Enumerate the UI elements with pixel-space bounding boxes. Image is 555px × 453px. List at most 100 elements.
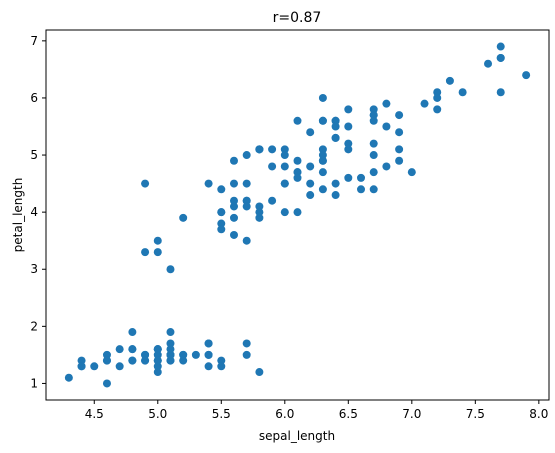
data-point: [191, 350, 200, 359]
data-point: [407, 168, 416, 177]
data-point: [293, 116, 302, 125]
data-point: [242, 202, 251, 211]
data-point: [369, 185, 378, 194]
data-point: [369, 151, 378, 160]
data-point: [382, 162, 391, 171]
data-point: [255, 213, 264, 222]
data-point: [141, 179, 150, 188]
data-point: [217, 185, 226, 194]
data-point: [318, 93, 327, 102]
data-point: [229, 213, 238, 222]
data-point: [102, 356, 111, 365]
data-point: [153, 356, 162, 365]
data-point: [522, 71, 531, 80]
data-point: [331, 122, 340, 131]
x-tick-label: 5.5: [212, 407, 231, 421]
data-point: [280, 145, 289, 154]
y-tick-label: 2: [30, 319, 38, 333]
data-point: [90, 362, 99, 371]
data-point: [369, 116, 378, 125]
data-point: [344, 122, 353, 131]
data-point: [331, 179, 340, 188]
plot-frame: [45, 29, 550, 401]
data-point: [369, 168, 378, 177]
data-point: [115, 362, 124, 371]
x-tick-label: 7.0: [402, 407, 421, 421]
data-point: [433, 88, 442, 97]
data-point: [395, 156, 404, 165]
data-point: [141, 350, 150, 359]
data-point: [153, 236, 162, 245]
data-point: [293, 173, 302, 182]
data-point: [268, 162, 277, 171]
x-axis: 4.5 5.0 5.5 6.0 6.5 7.0 7.5 8.0: [85, 400, 548, 421]
data-point: [382, 122, 391, 131]
data-point: [496, 42, 505, 51]
y-tick-label: 1: [30, 376, 38, 390]
data-point: [255, 202, 264, 211]
data-point: [484, 59, 493, 68]
y-tick-label: 7: [30, 34, 38, 48]
data-point: [306, 179, 315, 188]
data-point: [77, 356, 86, 365]
x-tick-label: 4.5: [85, 407, 104, 421]
data-point: [344, 173, 353, 182]
data-point: [64, 373, 73, 382]
data-point: [179, 350, 188, 359]
data-point: [242, 339, 251, 348]
data-point: [318, 168, 327, 177]
data-point: [369, 139, 378, 148]
data-point: [318, 116, 327, 125]
data-point: [229, 196, 238, 205]
data-point: [204, 339, 213, 348]
data-point: [242, 350, 251, 359]
data-point: [242, 151, 251, 160]
data-point: [242, 236, 251, 245]
x-axis-label: sepal_length: [259, 429, 335, 443]
data-point: [102, 350, 111, 359]
data-point: [344, 145, 353, 154]
data-point: [433, 105, 442, 114]
data-point: [382, 99, 391, 108]
data-point: [395, 111, 404, 120]
data-point: [179, 213, 188, 222]
y-tick-label: 6: [30, 91, 38, 105]
data-point: [141, 248, 150, 257]
data-point: [318, 145, 327, 154]
data-point: [217, 225, 226, 234]
points-layer: [64, 42, 531, 388]
data-point: [331, 116, 340, 125]
x-tick-label: 6.0: [275, 407, 294, 421]
data-point: [458, 88, 467, 97]
data-point: [496, 53, 505, 62]
data-point: [395, 128, 404, 137]
data-point: [306, 191, 315, 200]
data-point: [255, 368, 264, 377]
y-tick-label: 3: [30, 262, 38, 276]
data-point: [217, 362, 226, 371]
data-point: [179, 356, 188, 365]
x-tick-label: 6.5: [339, 407, 358, 421]
data-point: [293, 156, 302, 165]
data-point: [166, 350, 175, 359]
data-point: [204, 362, 213, 371]
data-point: [204, 350, 213, 359]
data-point: [153, 368, 162, 377]
data-point: [293, 168, 302, 177]
y-tick-label: 4: [30, 205, 38, 219]
data-point: [153, 248, 162, 257]
data-point: [166, 265, 175, 274]
data-point: [217, 356, 226, 365]
data-point: [255, 208, 264, 217]
data-point: [280, 208, 289, 217]
data-point: [229, 230, 238, 239]
data-point: [369, 111, 378, 120]
data-point: [128, 356, 137, 365]
data-point: [318, 156, 327, 165]
data-point: [433, 93, 442, 102]
data-point: [217, 208, 226, 217]
y-axis: 1 2 3 4 5 6 7: [30, 34, 46, 390]
x-tick-label: 5.0: [148, 407, 167, 421]
data-point: [229, 156, 238, 165]
